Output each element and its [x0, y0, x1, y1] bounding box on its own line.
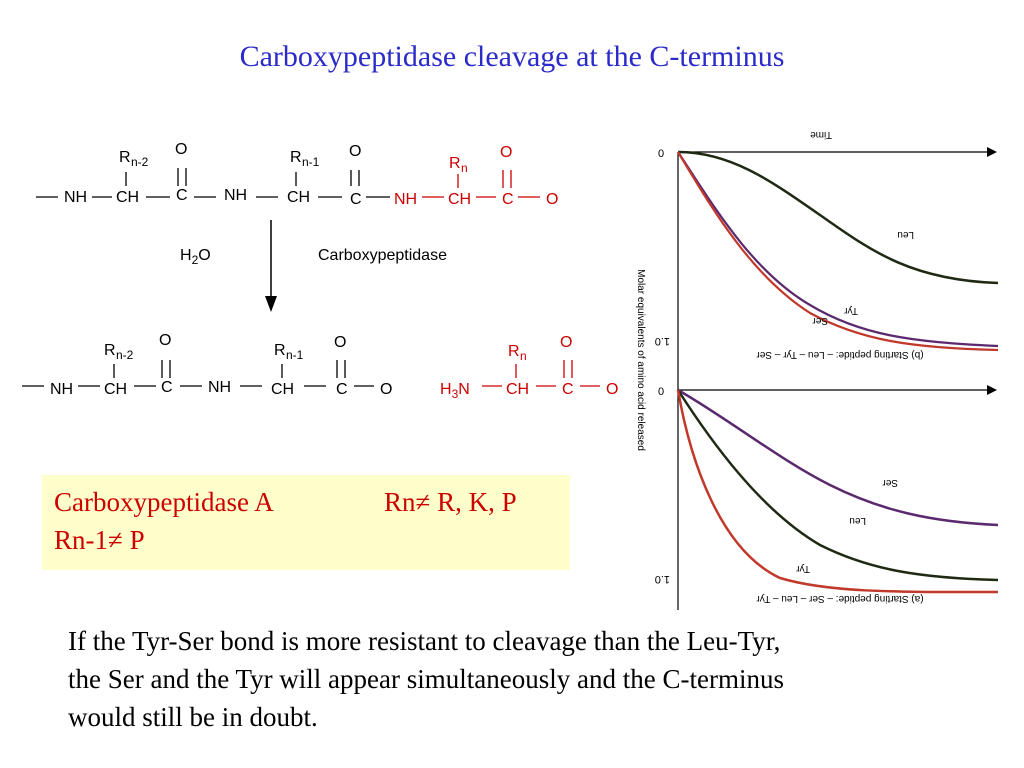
ser-curve: [677, 388, 999, 527]
r-group: R: [449, 155, 461, 172]
atom: O: [175, 141, 187, 158]
atom: CH: [104, 381, 127, 398]
ser-curve: [677, 151, 999, 352]
r-group: R: [119, 149, 131, 166]
curve-label: Leu: [849, 515, 866, 526]
curve-label: Tyr: [843, 305, 858, 316]
atom: O: [334, 334, 346, 351]
one-label: 1.0: [655, 335, 670, 347]
paragraph-line: the Ser and the Tyr will appear simultan…: [68, 664, 784, 694]
atom: O: [159, 332, 171, 349]
rn-1-restriction: Rn-1≠ P: [54, 525, 145, 555]
enzyme-name: Carboxypeptidase A: [54, 487, 274, 517]
r-group: R: [290, 149, 302, 166]
atom: O: [560, 334, 572, 351]
leu-curve: [677, 150, 999, 285]
atom: C: [176, 187, 188, 204]
atom: O: [349, 143, 361, 160]
atom: NH: [208, 379, 231, 396]
panel-caption: (b) Starting peptide: – Leu – Tyr – Ser: [756, 349, 924, 360]
atom: C: [562, 381, 574, 398]
r-group: R: [104, 342, 116, 359]
tyr-curve: [677, 151, 999, 348]
curve-label: Ser: [882, 477, 898, 488]
page-title: Carboxypeptidase cleavage at the C-termi…: [239, 40, 785, 73]
atom: CH: [506, 381, 529, 398]
release-curves-figure: 0 0 1.0 1.0 Time Molar equivalents of am…: [635, 129, 999, 610]
time-label: Time: [810, 129, 832, 140]
atom: NH: [224, 187, 247, 204]
zero-label: 0: [658, 386, 664, 398]
atom: C: [350, 191, 362, 208]
atom: CH: [287, 189, 310, 206]
released-amino-acid: H3N CH R n C O O: [440, 334, 618, 401]
arrow-head: [987, 385, 997, 395]
amino-group: H3N: [440, 381, 470, 401]
y-axis-label: Molar equivalents of amino acid released: [635, 269, 646, 451]
tyr-curve: [676, 389, 999, 594]
curve-label: Leu: [897, 229, 914, 240]
r-subscript: n-1: [302, 155, 320, 169]
product-peptide: NH CH R n-2 C O NH CH R n-1 C O O: [22, 332, 392, 398]
top-peptide: NH CH R n-2 C O NH CH R n-1 C O: [36, 141, 390, 208]
arrow-head: [265, 296, 277, 312]
reaction-scheme: NH CH R n-2 C O NH CH R n-1 C O: [22, 141, 618, 401]
r-group: R: [508, 343, 520, 360]
one-label: 1.0: [655, 573, 670, 585]
r-subscript: n-2: [116, 348, 134, 362]
r-group: R: [274, 342, 286, 359]
paragraph-line: If the Tyr-Ser bond is more resistant to…: [68, 626, 781, 656]
atom: O: [546, 191, 558, 208]
atom: C: [336, 381, 348, 398]
r-subscript: n: [461, 161, 468, 175]
atom: CH: [116, 189, 139, 206]
atom: O: [606, 381, 618, 398]
leu-curve: [676, 389, 999, 582]
enzyme-label: Carboxypeptidase: [318, 247, 447, 264]
arrow-head: [987, 147, 997, 157]
r-subscript: n: [520, 349, 527, 363]
atom: O: [500, 144, 512, 161]
r-subscript: n-2: [131, 155, 149, 169]
paragraph-line: would still be in doubt.: [68, 702, 318, 732]
atom: CH: [448, 191, 471, 208]
atom: O: [380, 381, 392, 398]
atom: C: [161, 379, 173, 396]
panel-caption: (a) Starting peptide: – Ser – Leu – Tyr: [756, 593, 924, 604]
atom: NH: [394, 191, 417, 208]
reagent: H2O: [180, 247, 211, 267]
explanation-paragraph: If the Tyr-Ser bond is more resistant to…: [68, 622, 988, 736]
curve-label: Ser: [812, 315, 828, 326]
atom: C: [502, 191, 514, 208]
c-terminal-residue: NH CH R n C O O: [394, 144, 558, 208]
atom: CH: [271, 381, 294, 398]
atom: NH: [64, 189, 87, 206]
atom: NH: [50, 381, 73, 398]
rn-restriction: Rn≠ R, K, P: [384, 487, 517, 517]
specificity-line-1: Carboxypeptidase A Rn≠ R, K, P: [54, 487, 517, 518]
zero-label: 0: [658, 148, 664, 160]
r-subscript: n-1: [286, 348, 304, 362]
curve-label: Tyr: [795, 563, 810, 574]
enzyme-specificity-box: Carboxypeptidase A Rn≠ R, K, P Rn-1≠ P: [42, 475, 570, 570]
